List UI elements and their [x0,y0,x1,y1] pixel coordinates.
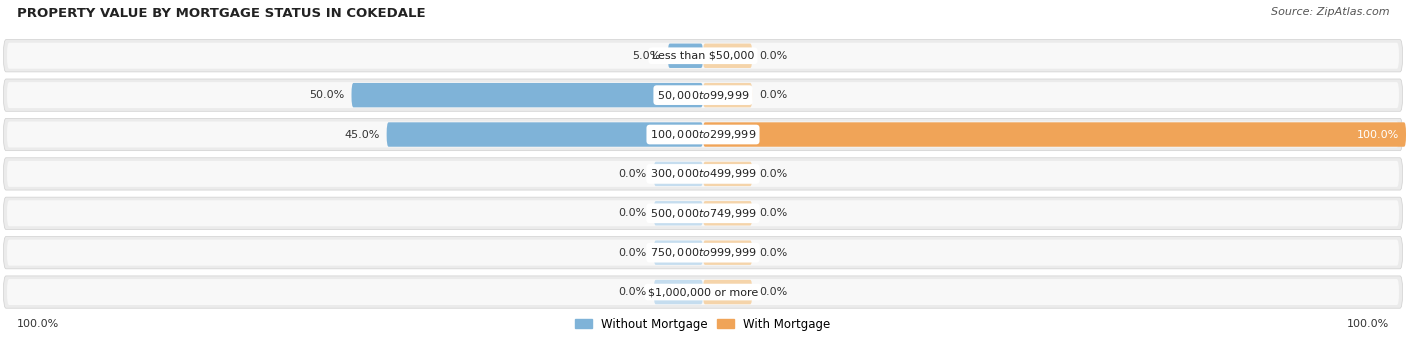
FancyBboxPatch shape [654,280,703,304]
FancyBboxPatch shape [3,237,1403,269]
FancyBboxPatch shape [3,276,1403,308]
Text: PROPERTY VALUE BY MORTGAGE STATUS IN COKEDALE: PROPERTY VALUE BY MORTGAGE STATUS IN COK… [17,7,426,20]
Text: 100.0%: 100.0% [17,319,59,329]
FancyBboxPatch shape [703,240,752,265]
Text: Source: ZipAtlas.com: Source: ZipAtlas.com [1271,7,1389,17]
FancyBboxPatch shape [3,79,1403,111]
Text: 0.0%: 0.0% [759,51,787,61]
FancyBboxPatch shape [703,280,752,304]
Text: 0.0%: 0.0% [619,287,647,297]
Text: 0.0%: 0.0% [759,208,787,218]
FancyBboxPatch shape [7,121,1399,148]
Text: 0.0%: 0.0% [759,287,787,297]
FancyBboxPatch shape [387,122,703,147]
FancyBboxPatch shape [3,118,1403,151]
Text: 0.0%: 0.0% [759,90,787,100]
Text: 5.0%: 5.0% [633,51,661,61]
FancyBboxPatch shape [352,83,703,107]
Text: $300,000 to $499,999: $300,000 to $499,999 [650,167,756,180]
FancyBboxPatch shape [703,201,752,225]
FancyBboxPatch shape [7,240,1399,266]
FancyBboxPatch shape [703,83,752,107]
FancyBboxPatch shape [3,40,1403,72]
Text: 100.0%: 100.0% [1357,130,1399,139]
Text: 0.0%: 0.0% [619,169,647,179]
Text: 0.0%: 0.0% [759,169,787,179]
Text: $100,000 to $299,999: $100,000 to $299,999 [650,128,756,141]
Text: 50.0%: 50.0% [309,90,344,100]
Text: $500,000 to $749,999: $500,000 to $749,999 [650,207,756,220]
Text: $50,000 to $99,999: $50,000 to $99,999 [657,89,749,102]
Legend: Without Mortgage, With Mortgage: Without Mortgage, With Mortgage [571,313,835,335]
Text: 45.0%: 45.0% [344,130,380,139]
Text: 0.0%: 0.0% [619,248,647,258]
FancyBboxPatch shape [654,162,703,186]
Text: Less than $50,000: Less than $50,000 [652,51,754,61]
FancyBboxPatch shape [3,197,1403,229]
FancyBboxPatch shape [7,43,1399,69]
FancyBboxPatch shape [654,240,703,265]
FancyBboxPatch shape [703,44,752,68]
FancyBboxPatch shape [7,200,1399,226]
FancyBboxPatch shape [7,279,1399,305]
Text: 100.0%: 100.0% [1347,319,1389,329]
FancyBboxPatch shape [3,158,1403,190]
FancyBboxPatch shape [7,161,1399,187]
FancyBboxPatch shape [703,122,1406,147]
Text: $750,000 to $999,999: $750,000 to $999,999 [650,246,756,259]
Text: $1,000,000 or more: $1,000,000 or more [648,287,758,297]
FancyBboxPatch shape [654,201,703,225]
FancyBboxPatch shape [703,162,752,186]
Text: 0.0%: 0.0% [759,248,787,258]
FancyBboxPatch shape [668,44,703,68]
Text: 0.0%: 0.0% [619,208,647,218]
FancyBboxPatch shape [7,82,1399,108]
